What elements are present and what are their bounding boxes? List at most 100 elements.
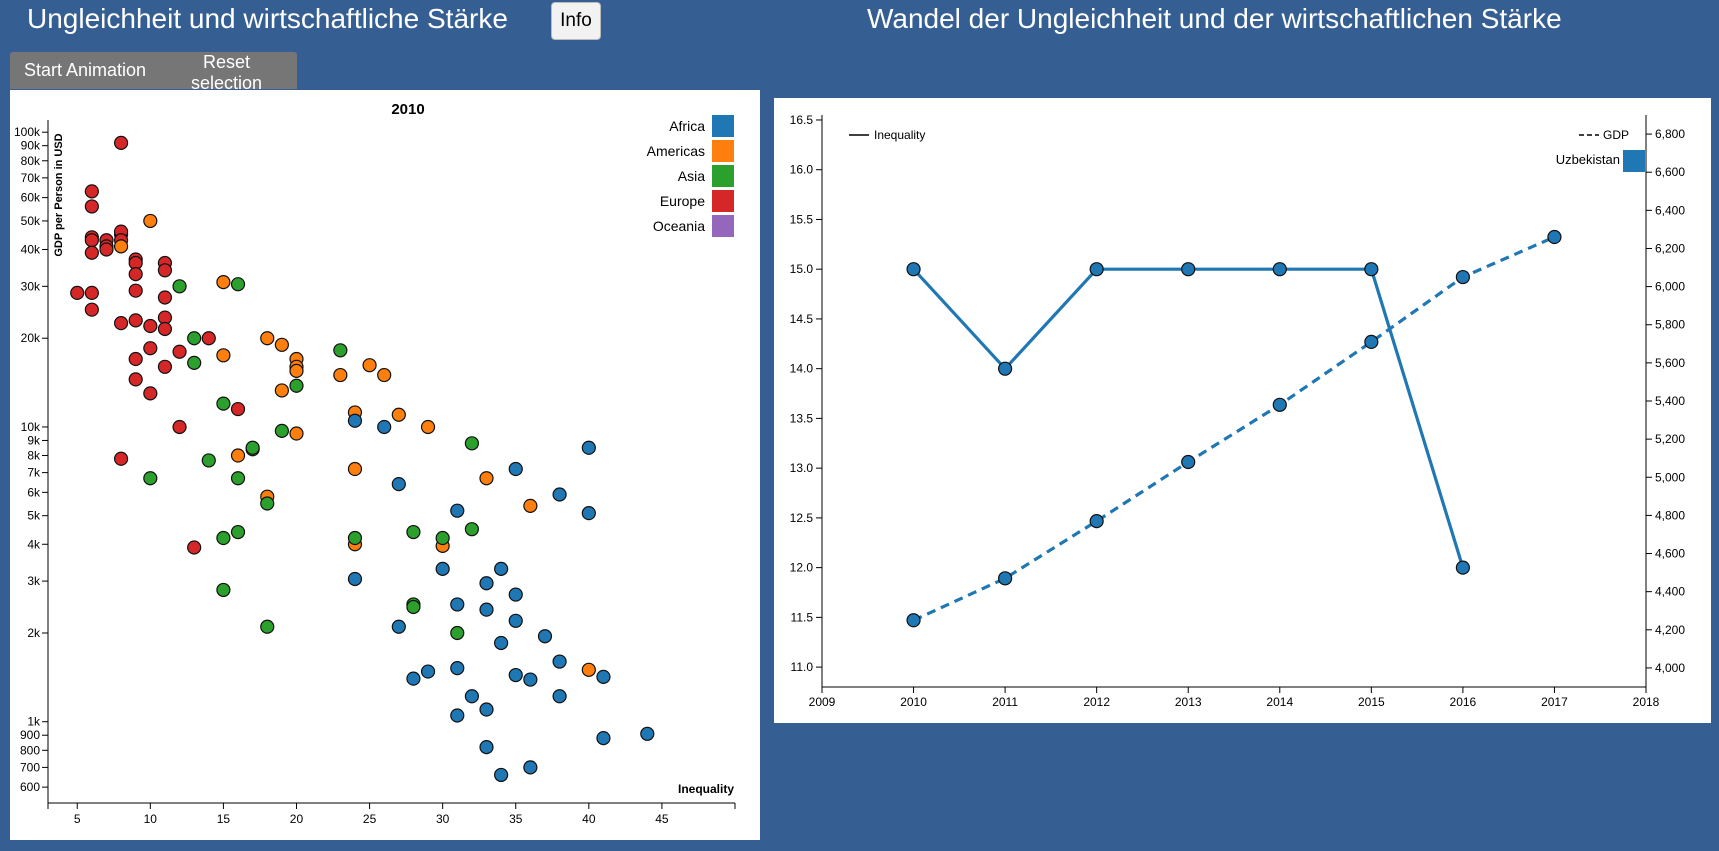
series-point-gdp[interactable] — [998, 571, 1013, 586]
data-point-europe[interactable] — [84, 199, 99, 214]
series-point-gdp[interactable] — [906, 613, 921, 628]
data-point-europe[interactable] — [70, 285, 85, 300]
series-point-inequality[interactable] — [1455, 560, 1470, 575]
data-point-asia[interactable] — [260, 619, 275, 634]
data-point-asia[interactable] — [245, 440, 260, 455]
series-point-inequality[interactable] — [1364, 262, 1379, 277]
data-point-africa[interactable] — [464, 689, 479, 704]
data-point-africa[interactable] — [479, 576, 494, 591]
data-point-europe[interactable] — [201, 331, 216, 346]
data-point-africa[interactable] — [552, 689, 567, 704]
data-point-africa[interactable] — [508, 587, 523, 602]
data-point-africa[interactable] — [494, 767, 509, 783]
data-point-americas[interactable] — [143, 213, 158, 229]
data-point-africa[interactable] — [508, 461, 523, 477]
data-point-europe[interactable] — [128, 372, 143, 387]
data-point-europe[interactable] — [143, 386, 158, 401]
legend-swatch-asia[interactable] — [712, 165, 734, 187]
line-chart[interactable]: 2009 2010 2011 2012 2013 2014 2015 2016 2017 2018… — [774, 98, 1711, 723]
data-point-africa[interactable] — [450, 708, 465, 723]
data-point-africa[interactable] — [596, 730, 611, 746]
data-point-africa[interactable] — [406, 671, 421, 686]
data-point-americas[interactable] — [581, 662, 596, 677]
data-point-europe[interactable] — [172, 419, 187, 435]
legend-swatch-africa[interactable] — [712, 115, 734, 137]
data-point-asia[interactable] — [435, 530, 450, 546]
data-point-asia[interactable] — [406, 599, 421, 615]
start-animation-button[interactable]: Start Animation — [10, 52, 160, 89]
legend-swatch-oceania[interactable] — [712, 215, 734, 237]
data-point-europe[interactable] — [187, 540, 202, 555]
data-point-europe[interactable] — [128, 283, 143, 298]
data-point-asia[interactable] — [201, 453, 216, 468]
data-point-asia[interactable] — [172, 279, 187, 294]
data-point-asia[interactable] — [216, 396, 231, 411]
series-point-gdp[interactable] — [1272, 397, 1287, 412]
data-point-asia[interactable] — [333, 343, 348, 358]
data-point-americas[interactable] — [333, 367, 348, 383]
series-point-inequality[interactable] — [998, 361, 1013, 376]
data-point-europe[interactable] — [99, 242, 114, 257]
data-point-africa[interactable] — [377, 419, 392, 435]
data-point-africa[interactable] — [450, 661, 465, 676]
data-point-africa[interactable] — [523, 760, 538, 775]
data-point-asia[interactable] — [143, 471, 158, 486]
data-point-europe[interactable] — [172, 344, 187, 359]
data-point-africa[interactable] — [347, 413, 363, 428]
reset-selection-button[interactable]: Reset selection — [156, 52, 297, 93]
data-point-africa[interactable] — [581, 506, 596, 521]
data-point-americas[interactable] — [420, 419, 436, 435]
data-point-europe[interactable] — [230, 401, 246, 417]
series-point-gdp[interactable] — [1089, 514, 1104, 529]
data-point-africa[interactable] — [347, 571, 363, 587]
series-point-inequality[interactable] — [1089, 262, 1104, 277]
series-point-gdp[interactable] — [1364, 334, 1379, 349]
series-point-inequality[interactable] — [906, 262, 921, 277]
data-point-asia[interactable] — [347, 530, 363, 546]
data-point-americas[interactable] — [274, 337, 289, 352]
data-point-europe[interactable] — [84, 184, 99, 199]
data-point-americas[interactable] — [113, 239, 129, 254]
data-point-asia[interactable] — [450, 625, 465, 641]
data-point-asia[interactable] — [406, 524, 421, 540]
data-point-africa[interactable] — [391, 476, 406, 492]
data-point-americas[interactable] — [362, 358, 377, 373]
data-point-asia[interactable] — [289, 378, 304, 393]
data-point-africa[interactable] — [552, 654, 567, 669]
data-point-asia[interactable] — [187, 331, 202, 346]
series-point-gdp[interactable] — [1455, 269, 1470, 285]
data-point-africa[interactable] — [494, 561, 509, 576]
data-point-europe[interactable] — [157, 359, 173, 374]
data-point-americas[interactable] — [216, 275, 231, 290]
legend-swatch-europe[interactable] — [712, 190, 734, 212]
data-point-africa[interactable] — [581, 440, 596, 455]
data-point-africa[interactable] — [391, 619, 406, 634]
data-point-americas[interactable] — [274, 383, 289, 398]
data-point-europe[interactable] — [113, 135, 129, 150]
data-point-americas[interactable] — [216, 348, 231, 363]
data-point-africa[interactable] — [523, 672, 538, 687]
data-point-europe[interactable] — [84, 302, 99, 317]
data-point-europe[interactable] — [157, 263, 173, 278]
data-point-americas[interactable] — [230, 448, 246, 463]
data-point-europe[interactable] — [113, 316, 129, 331]
data-point-asia[interactable] — [464, 436, 479, 451]
data-point-europe[interactable] — [113, 451, 129, 466]
data-point-asia[interactable] — [187, 355, 202, 370]
data-point-europe[interactable] — [157, 290, 173, 305]
data-point-africa[interactable] — [508, 667, 523, 683]
data-point-africa[interactable] — [552, 487, 567, 502]
data-point-europe[interactable] — [128, 267, 143, 282]
data-point-americas[interactable] — [377, 367, 392, 383]
data-point-americas[interactable] — [260, 331, 275, 346]
data-point-asia[interactable] — [230, 471, 246, 486]
data-point-asia[interactable] — [464, 522, 479, 537]
data-point-asia[interactable] — [216, 582, 231, 598]
data-point-africa[interactable] — [479, 740, 494, 755]
data-point-africa[interactable] — [479, 702, 494, 717]
data-point-americas[interactable] — [479, 471, 494, 486]
series-point-inequality[interactable] — [1181, 262, 1196, 277]
data-point-europe[interactable] — [157, 321, 173, 337]
data-point-africa[interactable] — [494, 635, 509, 651]
